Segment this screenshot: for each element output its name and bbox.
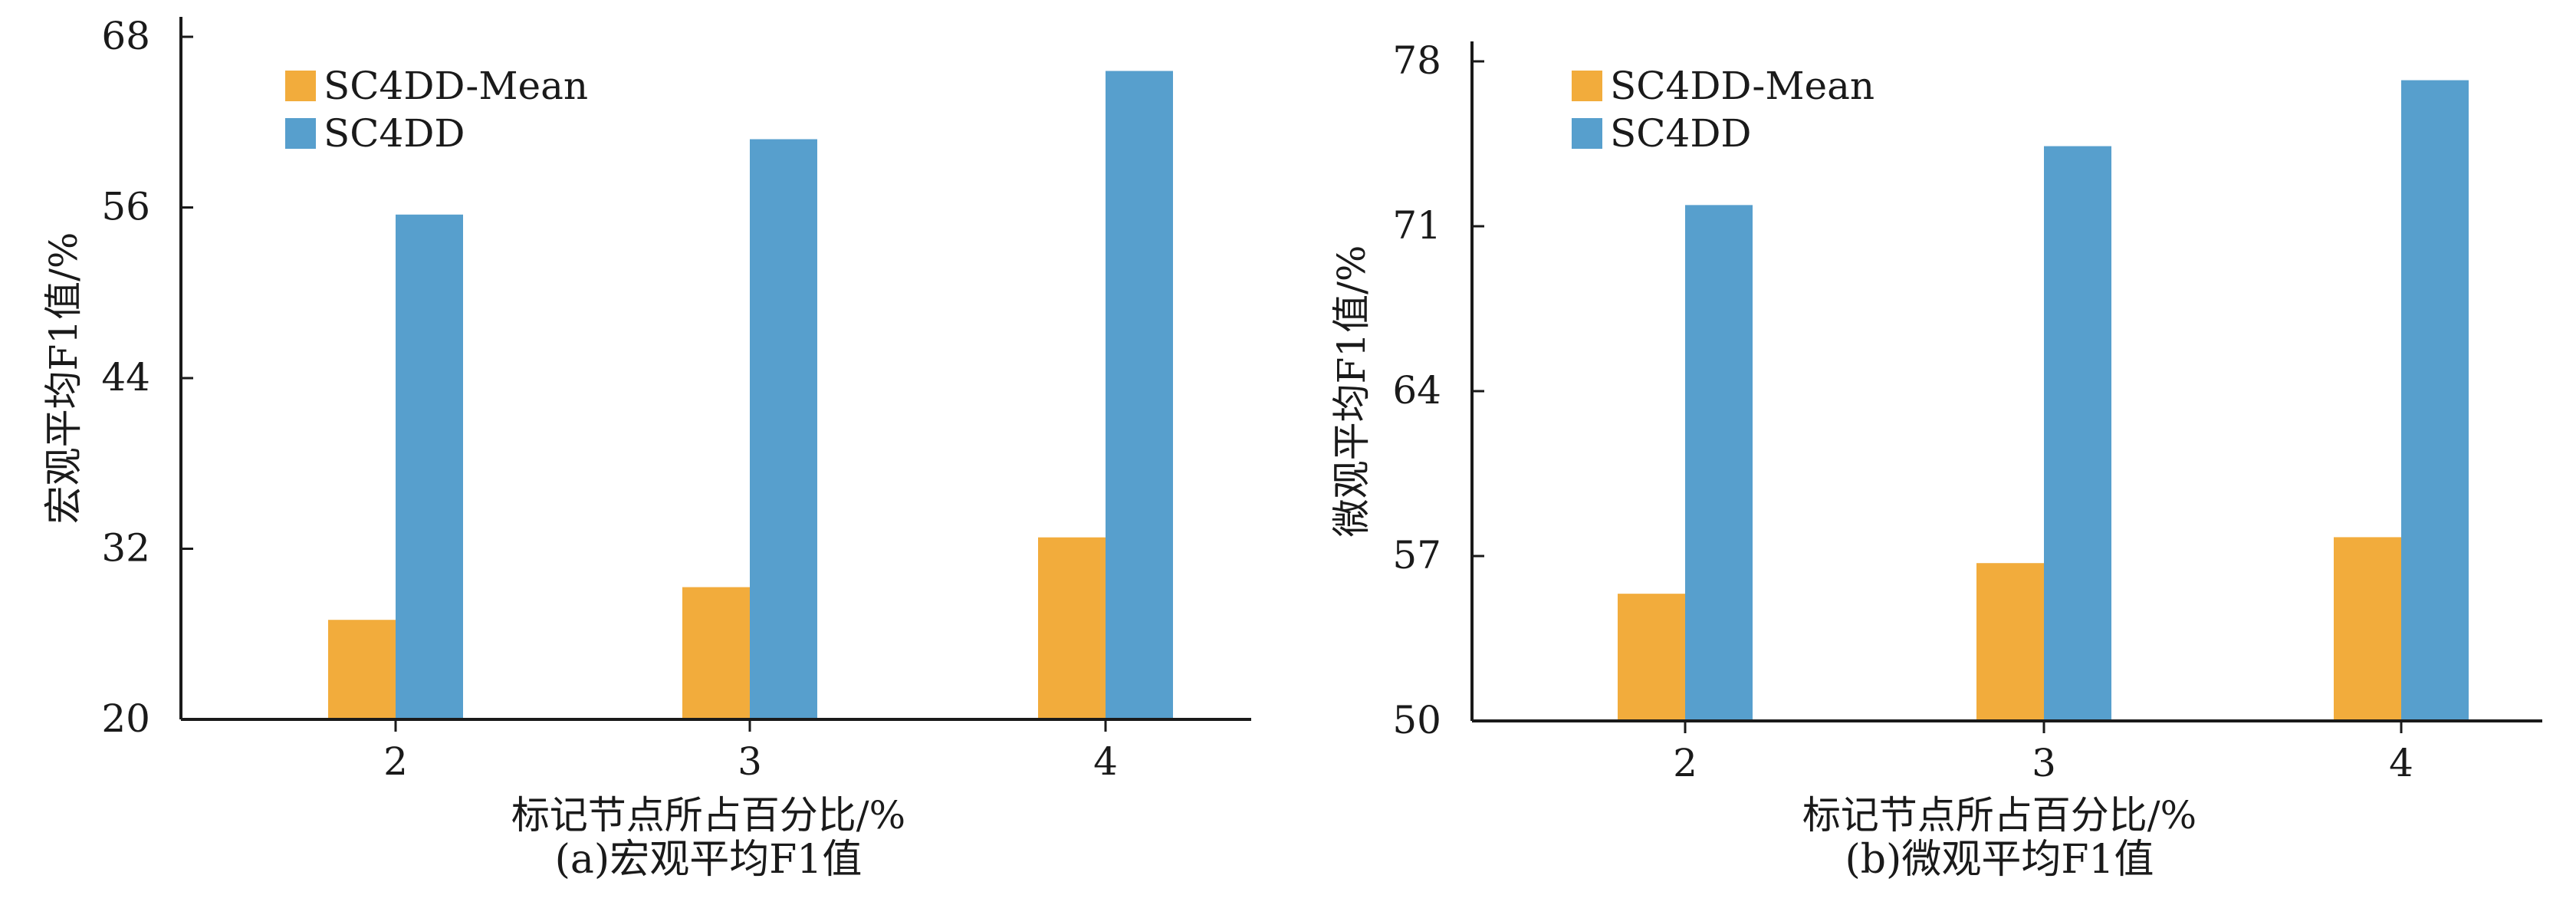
chart-caption: (a)宏观平均F1值	[555, 837, 863, 883]
macro-f1-chart: 20 32 44 56 68 2 3 4 标记节点所占百分比/% 宏观平均F1值/% (a)宏观平均…	[41, 14, 1251, 883]
x-tick-label-3: 3	[2032, 741, 2056, 785]
bar-sc4dd-mean-2	[328, 620, 396, 719]
micro-f1-chart: 50 57 64 71 78 2 3 4 标记节点所占百分比/% 微观平均F1值/% (b)微观平均…	[1329, 38, 2542, 883]
x-axis-title: 标记节点所占百分比/%	[1802, 793, 2196, 838]
x-axis-title: 标记节点所占百分比/%	[511, 793, 905, 838]
bar-sc4dd-mean-2	[1618, 594, 1685, 721]
bar-sc4dd-3	[750, 139, 817, 719]
x-tick-label-4: 4	[1093, 739, 1118, 784]
bar-sc4dd-mean-3	[1976, 563, 2044, 721]
chart-caption: (b)微观平均F1值	[1845, 837, 2154, 883]
y-tick-label-56: 56	[101, 185, 150, 229]
bar-sc4dd-4	[2401, 80, 2469, 722]
legend-swatch-sc4dd	[285, 118, 316, 149]
legend-label-sc4dd-mean: SC4DD-Mean	[324, 64, 588, 108]
bar-sc4dd-mean-4	[1038, 537, 1106, 719]
chart-panel-micro: 50 57 64 71 78 2 3 4 标记节点所占百分比/% 微观平均F1值/% (b)微观平均…	[1288, 0, 2576, 905]
y-tick-label-44: 44	[101, 355, 150, 400]
y-axis-title: 微观平均F1值/%	[1329, 245, 1374, 538]
y-tick-label-64: 64	[1392, 368, 1441, 413]
legend-swatch-sc4dd-mean	[1572, 71, 1602, 101]
y-tick-label-71: 71	[1392, 203, 1441, 248]
legend-label-sc4dd: SC4DD	[1610, 111, 1752, 156]
x-tick-label-2: 2	[1673, 741, 1697, 785]
y-tick-label-68: 68	[101, 14, 150, 58]
chart-panel-macro: 20 32 44 56 68 2 3 4 标记节点所占百分比/% 宏观平均F1值/% (a)宏观平均…	[41, 14, 1251, 883]
legend-label-sc4dd-mean: SC4DD-Mean	[1610, 64, 1875, 108]
y-tick-label-32: 32	[101, 526, 150, 571]
x-tick-label-3: 3	[738, 739, 762, 784]
x-tick-label-4: 4	[2389, 741, 2413, 785]
y-axis-title: 宏观平均F1值/%	[41, 232, 86, 525]
bar-sc4dd-mean-3	[682, 587, 750, 719]
y-tick-label-57: 57	[1392, 533, 1441, 578]
bar-sc4dd-4	[1106, 71, 1173, 719]
bar-sc4dd-2	[1685, 205, 1753, 721]
legend-swatch-sc4dd-mean	[285, 71, 316, 101]
bar-sc4dd-2	[396, 214, 463, 719]
x-tick-label-2: 2	[383, 739, 408, 784]
bar-sc4dd-3	[2044, 146, 2111, 722]
legend-label-sc4dd: SC4DD	[324, 111, 465, 156]
y-tick-label-50: 50	[1392, 698, 1441, 742]
y-tick-label-20: 20	[101, 696, 150, 741]
legend-swatch-sc4dd	[1572, 118, 1602, 149]
y-tick-label-78: 78	[1392, 38, 1441, 83]
bar-sc4dd-mean-4	[2334, 537, 2401, 721]
